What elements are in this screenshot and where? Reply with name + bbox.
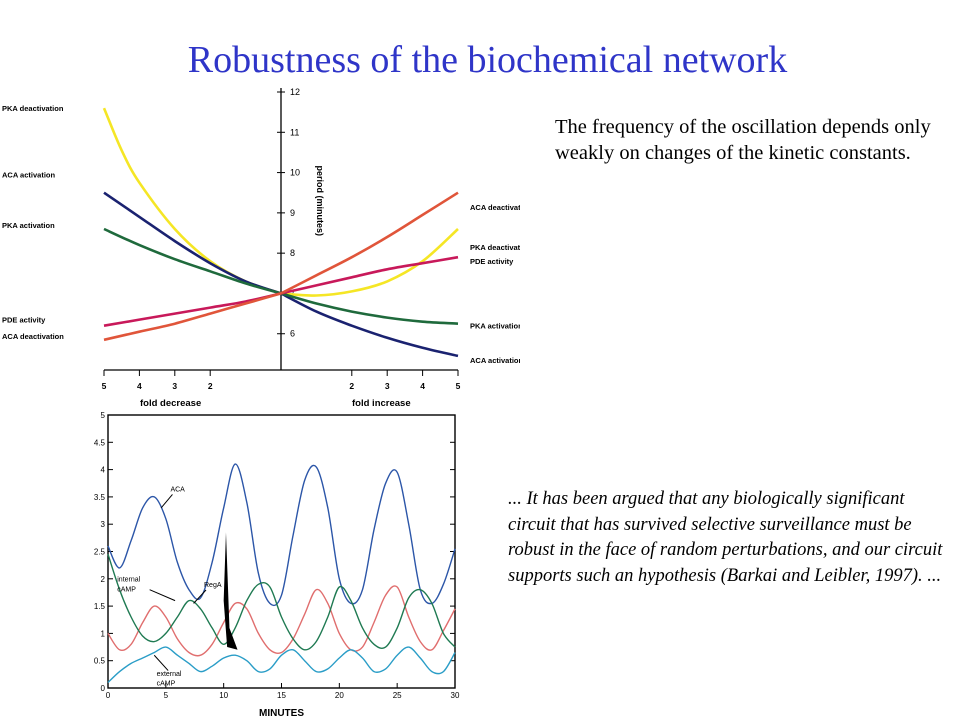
curve-pde-activity-left xyxy=(103,292,282,327)
annotation-arrow xyxy=(160,494,173,509)
annotation-arrow xyxy=(149,589,176,602)
fold-tick-label: 3 xyxy=(385,381,390,391)
minutes-tick-label: 30 xyxy=(451,691,460,700)
series-internal-camp xyxy=(107,585,456,657)
units-tick-label: 0 xyxy=(101,684,106,693)
left-series-label: PKA deactivation xyxy=(2,104,64,113)
fold-tick-label: 2 xyxy=(208,381,213,391)
minutes-tick-label: 20 xyxy=(335,691,344,700)
oscillation-time-series-chart: 00.511.522.533.544.55051015202530unitsMI… xyxy=(94,411,460,719)
minutes-tick-label: 10 xyxy=(219,691,228,700)
curve-annotation: cAMP xyxy=(117,586,136,593)
fold-increase-label: fold increase xyxy=(352,398,411,409)
curve-pde-activity-right xyxy=(280,255,459,295)
right-series-label: PKA activation xyxy=(470,322,520,331)
period-tick-label: 8 xyxy=(290,248,295,258)
minutes-tick-label: 15 xyxy=(277,691,286,700)
curve-annotation: RegA xyxy=(204,582,222,589)
minutes-axis-label: MINUTES xyxy=(259,708,304,719)
minutes-tick-label: 0 xyxy=(106,691,111,700)
curve-pka-activation-left xyxy=(103,227,282,295)
curve-pka-deactivation-right xyxy=(280,228,459,297)
units-tick-label: 5 xyxy=(101,411,106,420)
units-tick-label: 1.5 xyxy=(94,602,106,611)
period-tick-label: 9 xyxy=(290,208,295,218)
left-series-label: ACA deactivation xyxy=(2,332,64,341)
units-tick-label: 4.5 xyxy=(94,438,106,447)
right-series-label: ACA activation xyxy=(470,356,520,365)
right-series-label: ACA deactivation xyxy=(470,203,520,212)
units-tick-label: 0.5 xyxy=(94,657,106,666)
curve-aca-deactivation-right xyxy=(280,191,459,295)
minutes-tick-label: 5 xyxy=(164,691,169,700)
units-tick-label: 3 xyxy=(101,520,106,529)
curve-annotation: cAMP xyxy=(157,680,176,687)
series-rega xyxy=(107,553,456,651)
frequency-note: The frequency of the oscillation depends… xyxy=(555,116,931,164)
left-series-label: ACA activation xyxy=(2,171,55,180)
fold-tick-label: 4 xyxy=(420,381,425,391)
curve-aca-activation-right xyxy=(280,292,459,358)
units-tick-label: 3.5 xyxy=(94,493,106,502)
units-tick-label: 4 xyxy=(101,466,106,475)
period-tick-label: 10 xyxy=(290,168,300,178)
left-series-label: PKA activation xyxy=(2,221,55,230)
units-tick-label: 2.5 xyxy=(94,548,106,557)
robustness-quote: ... It has been argued that any biologic… xyxy=(508,489,943,586)
minutes-tick-label: 25 xyxy=(393,691,402,700)
fold-decrease-label: fold decrease xyxy=(140,398,201,409)
plot-frame xyxy=(107,414,456,689)
series-external-camp xyxy=(107,646,456,684)
perturbation-spike xyxy=(223,532,238,650)
slide-title: Robustness of the biochemical network xyxy=(187,39,788,81)
curve-aca-activation-left xyxy=(103,191,282,295)
curve-aca-deactivation-left xyxy=(103,292,282,342)
right-series-label: PDE activity xyxy=(470,257,514,266)
right-series-label: PKA deactivation xyxy=(470,243,520,252)
annotation-arrow xyxy=(153,654,169,671)
period-tick-label: 11 xyxy=(290,127,299,137)
left-series-label: PDE activity xyxy=(2,316,46,325)
fold-tick-label: 5 xyxy=(102,381,107,391)
curve-annotation: external xyxy=(157,671,182,678)
fold-tick-label: 5 xyxy=(456,381,461,391)
period-axis-label: period (minutes) xyxy=(315,166,325,237)
period-tick-label: 12 xyxy=(290,87,300,97)
units-tick-label: 2 xyxy=(101,575,106,584)
fold-tick-label: 2 xyxy=(349,381,354,391)
annotation-arrow xyxy=(193,589,207,604)
curve-annotation: internal xyxy=(117,577,140,584)
curve-annotation: ACA xyxy=(170,486,185,493)
units-tick-label: 1 xyxy=(101,629,106,638)
period-tick-label: 6 xyxy=(290,329,295,339)
curve-pka-activation-right xyxy=(280,292,459,325)
series-aca xyxy=(107,463,456,607)
fold-tick-label: 4 xyxy=(137,381,142,391)
fold-tick-label: 3 xyxy=(172,381,177,391)
